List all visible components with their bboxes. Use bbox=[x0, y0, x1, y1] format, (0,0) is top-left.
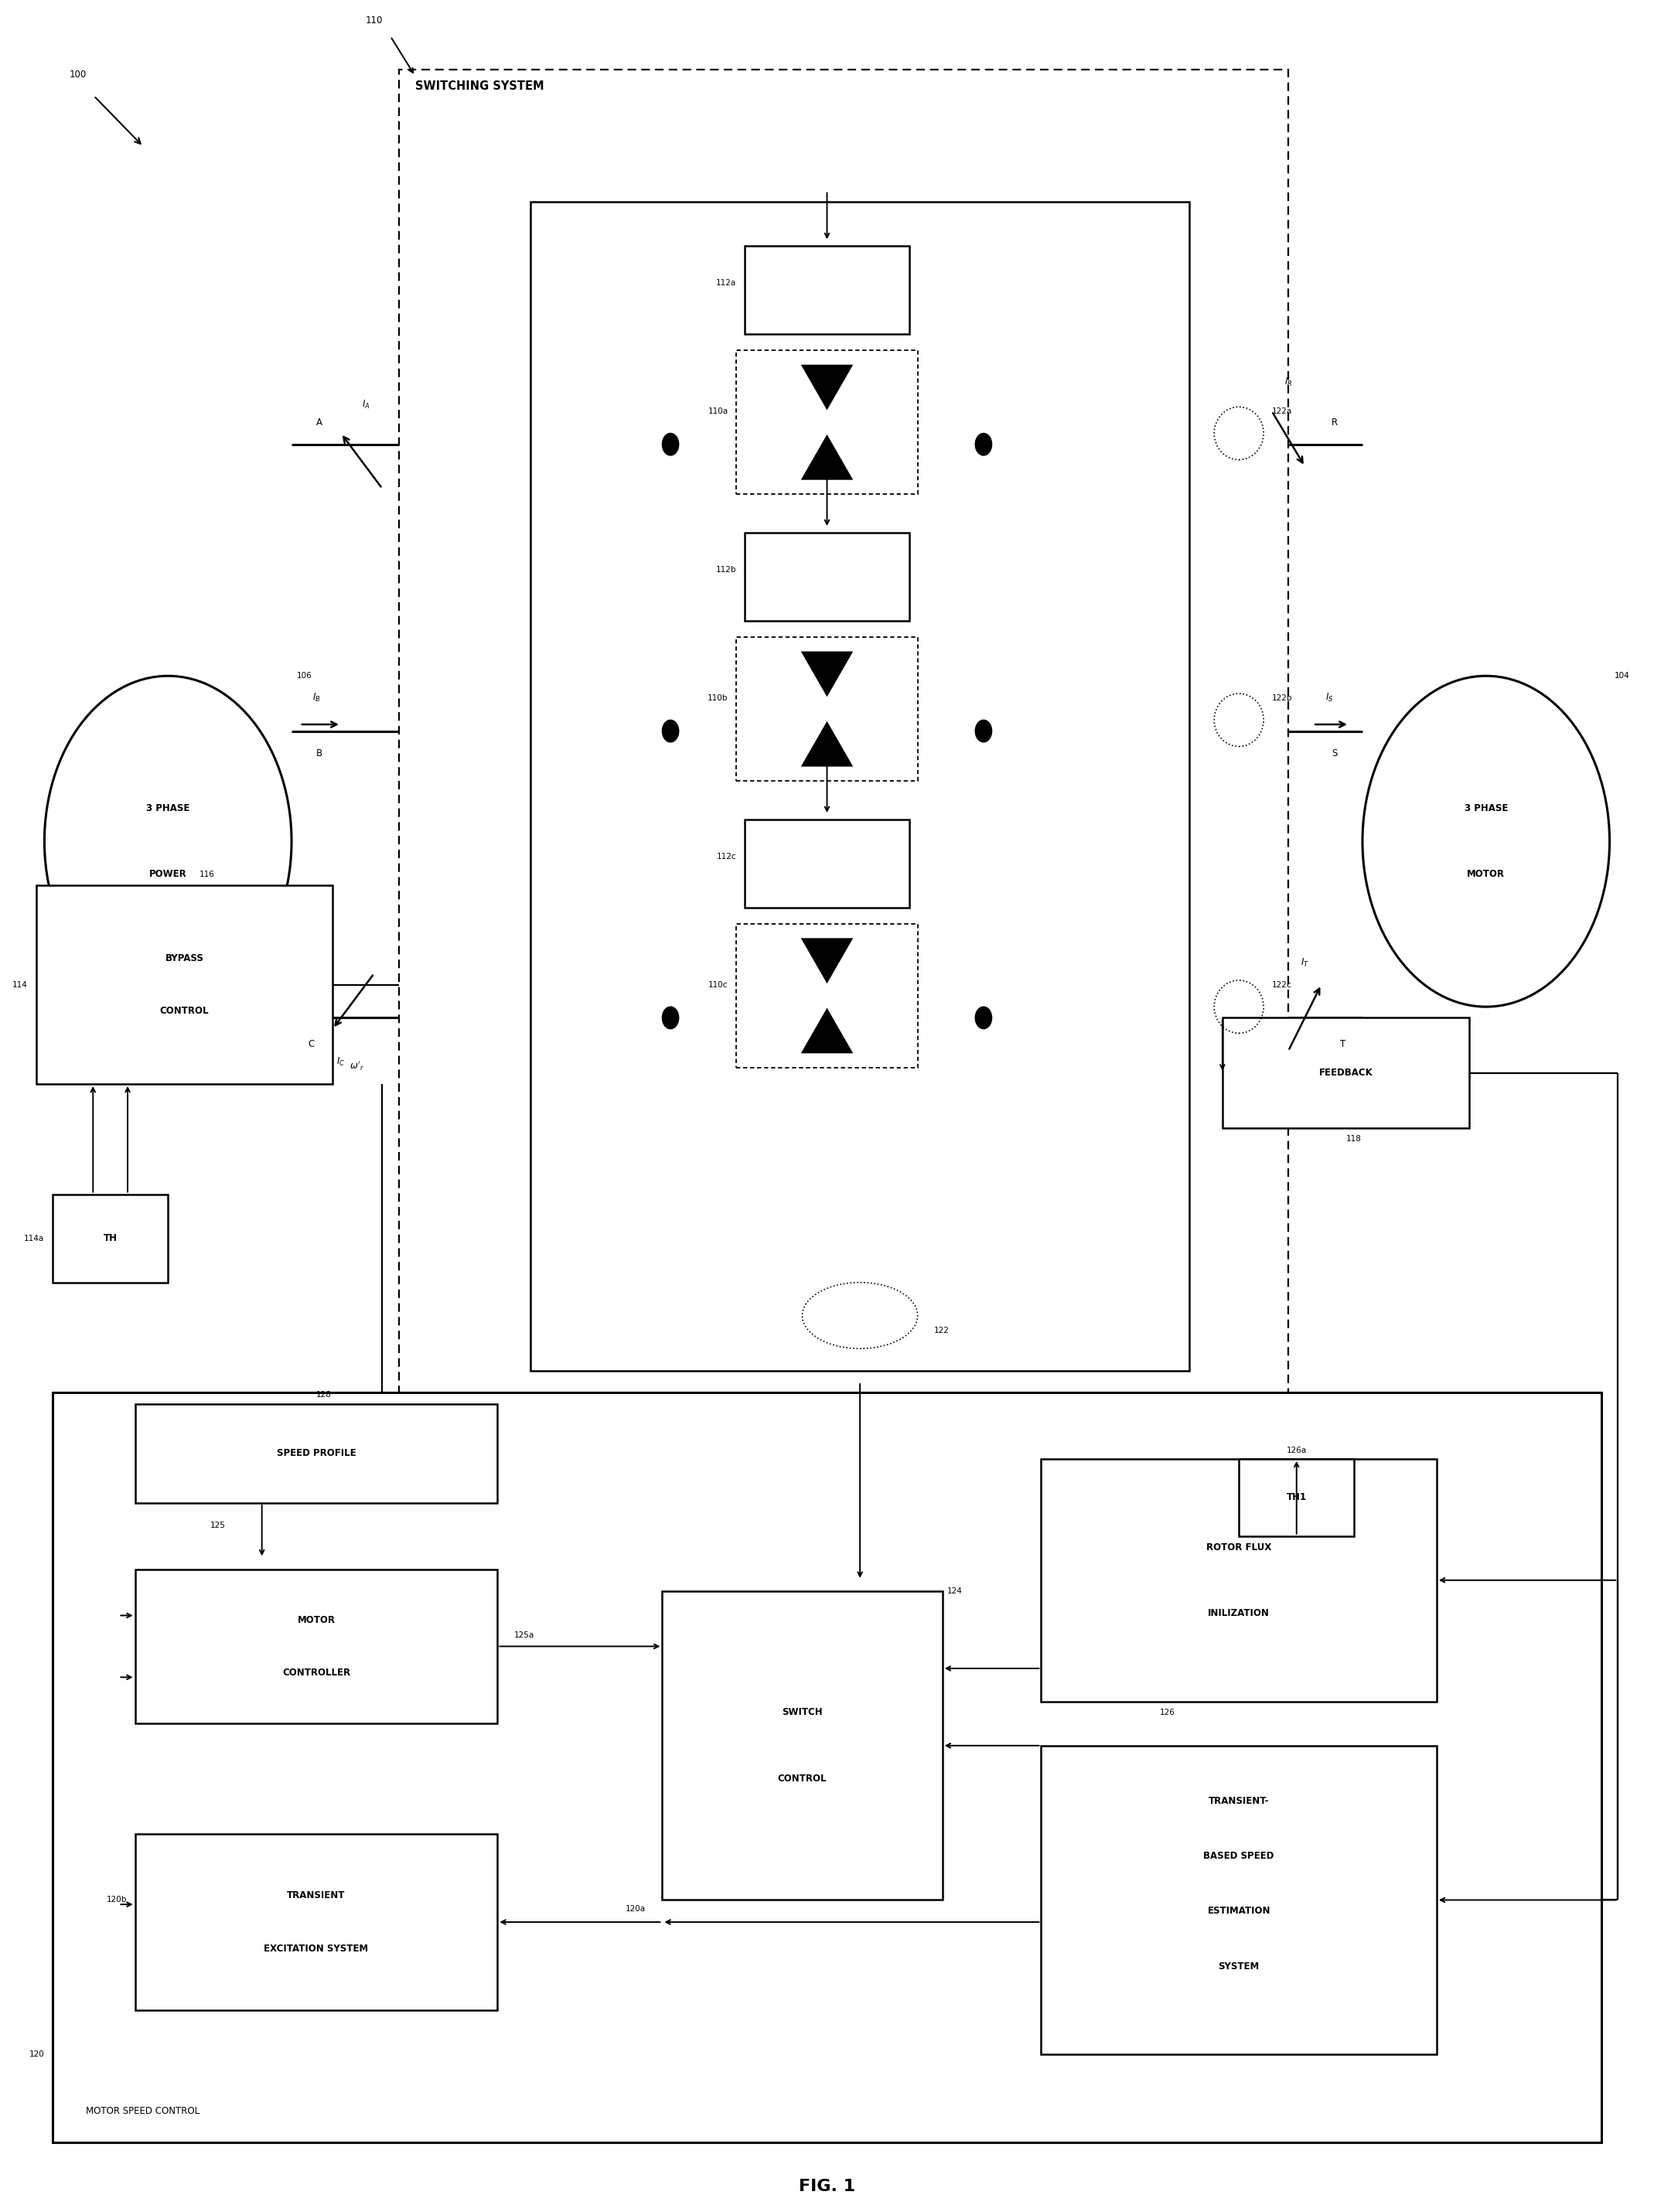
Text: TRANSIENT-: TRANSIENT- bbox=[1209, 1796, 1269, 1805]
Text: 128: 128 bbox=[316, 1391, 331, 1398]
Text: B: B bbox=[316, 748, 323, 759]
Text: CONTROL: CONTROL bbox=[777, 1774, 827, 1783]
Circle shape bbox=[662, 1006, 678, 1029]
Text: 120b: 120b bbox=[106, 1896, 127, 1905]
Bar bbox=[53, 1394, 1601, 2143]
Bar bbox=[736, 349, 918, 493]
Bar bbox=[1040, 1460, 1437, 1701]
Text: ROTOR FLUX: ROTOR FLUX bbox=[1206, 1542, 1272, 1553]
Text: 114a: 114a bbox=[25, 1234, 45, 1243]
Bar bbox=[136, 1405, 498, 1502]
Text: $I_C$: $I_C$ bbox=[337, 1055, 346, 1068]
Circle shape bbox=[45, 677, 291, 1006]
Text: 125a: 125a bbox=[514, 1632, 534, 1639]
Text: 112c: 112c bbox=[716, 854, 736, 860]
Text: T: T bbox=[1340, 1040, 1346, 1048]
Text: EXCITATION SYSTEM: EXCITATION SYSTEM bbox=[265, 1944, 369, 1953]
Polygon shape bbox=[802, 365, 852, 409]
Circle shape bbox=[662, 721, 678, 741]
Text: FEEDBACK: FEEDBACK bbox=[1318, 1068, 1373, 1077]
Polygon shape bbox=[802, 653, 852, 695]
Text: MOTOR SPEED CONTROL: MOTOR SPEED CONTROL bbox=[86, 2106, 200, 2117]
Text: R: R bbox=[1331, 418, 1338, 427]
Circle shape bbox=[1363, 677, 1609, 1006]
Text: SWITCH: SWITCH bbox=[782, 1708, 822, 1717]
Text: 3 PHASE: 3 PHASE bbox=[146, 803, 190, 814]
Polygon shape bbox=[802, 938, 852, 982]
Circle shape bbox=[662, 434, 678, 456]
Text: TH: TH bbox=[103, 1234, 117, 1243]
Text: 122a: 122a bbox=[1272, 407, 1292, 416]
Text: 126: 126 bbox=[1159, 1708, 1176, 1717]
Text: $I_A$: $I_A$ bbox=[362, 398, 370, 411]
Text: BASED SPEED: BASED SPEED bbox=[1204, 1851, 1274, 1860]
Text: INILIZATION: INILIZATION bbox=[1207, 1608, 1270, 1619]
Text: 118: 118 bbox=[1346, 1135, 1361, 1144]
Bar bbox=[136, 1834, 498, 2011]
Bar bbox=[744, 533, 910, 622]
Text: MOTOR: MOTOR bbox=[298, 1615, 336, 1626]
Bar bbox=[744, 246, 910, 334]
Bar bbox=[53, 1194, 169, 1283]
Polygon shape bbox=[802, 723, 852, 765]
Text: S: S bbox=[1331, 748, 1338, 759]
Text: 112a: 112a bbox=[716, 279, 736, 288]
Text: SPEED PROFILE: SPEED PROFILE bbox=[276, 1449, 356, 1458]
Polygon shape bbox=[802, 1009, 852, 1053]
Bar bbox=[744, 818, 910, 907]
Text: TH1: TH1 bbox=[1287, 1493, 1307, 1502]
Bar bbox=[736, 925, 918, 1068]
Text: C: C bbox=[308, 1040, 314, 1048]
Text: 122b: 122b bbox=[1272, 695, 1292, 701]
Text: FIG. 1: FIG. 1 bbox=[799, 2179, 855, 2194]
Bar bbox=[36, 885, 332, 1084]
Bar bbox=[136, 1568, 498, 1723]
Bar bbox=[399, 69, 1288, 1416]
Bar bbox=[1040, 1745, 1437, 2055]
Text: 3 PHASE: 3 PHASE bbox=[1464, 803, 1508, 814]
Text: 122: 122 bbox=[935, 1327, 949, 1334]
Text: CONTROLLER: CONTROLLER bbox=[283, 1668, 351, 1679]
Text: ESTIMATION: ESTIMATION bbox=[1207, 1907, 1270, 1916]
Text: 110b: 110b bbox=[708, 695, 728, 701]
Text: 120a: 120a bbox=[625, 1905, 645, 1913]
Text: 110: 110 bbox=[366, 15, 384, 24]
Text: 100: 100 bbox=[69, 69, 86, 80]
Text: $\omega'_r$: $\omega'_r$ bbox=[349, 1060, 364, 1073]
Text: 126a: 126a bbox=[1287, 1447, 1307, 1453]
Text: 110c: 110c bbox=[708, 980, 728, 989]
Text: 125: 125 bbox=[210, 1522, 225, 1528]
Text: POWER: POWER bbox=[149, 869, 187, 880]
Bar bbox=[736, 637, 918, 781]
Text: $I_B$: $I_B$ bbox=[313, 692, 321, 703]
Text: SYSTEM: SYSTEM bbox=[1219, 1962, 1259, 1971]
Text: 104: 104 bbox=[1614, 672, 1629, 679]
Bar bbox=[1222, 1018, 1469, 1128]
Text: 122c: 122c bbox=[1272, 980, 1292, 989]
Bar bbox=[1239, 1460, 1355, 1535]
Text: 116: 116 bbox=[198, 872, 215, 878]
Text: 124: 124 bbox=[948, 1588, 963, 1595]
Text: BYPASS: BYPASS bbox=[165, 953, 203, 962]
Text: 110a: 110a bbox=[708, 407, 728, 416]
Text: CONTROL: CONTROL bbox=[160, 1006, 208, 1015]
Text: $I_T$: $I_T$ bbox=[1300, 958, 1308, 969]
Circle shape bbox=[976, 721, 992, 741]
Circle shape bbox=[976, 434, 992, 456]
Text: 120: 120 bbox=[30, 2051, 45, 2057]
Bar bbox=[662, 1590, 943, 1900]
Text: 112b: 112b bbox=[716, 566, 736, 573]
Text: 114: 114 bbox=[13, 980, 28, 989]
Circle shape bbox=[976, 1006, 992, 1029]
Text: $I_S$: $I_S$ bbox=[1325, 692, 1333, 703]
Text: $I_R$: $I_R$ bbox=[1284, 376, 1292, 389]
Text: MOTOR: MOTOR bbox=[1467, 869, 1505, 880]
Text: TRANSIENT: TRANSIENT bbox=[288, 1891, 346, 1900]
Text: A: A bbox=[316, 418, 323, 427]
Bar bbox=[531, 201, 1189, 1371]
Polygon shape bbox=[802, 436, 852, 480]
Text: 106: 106 bbox=[296, 672, 311, 679]
Text: SWITCHING SYSTEM: SWITCHING SYSTEM bbox=[415, 80, 544, 93]
